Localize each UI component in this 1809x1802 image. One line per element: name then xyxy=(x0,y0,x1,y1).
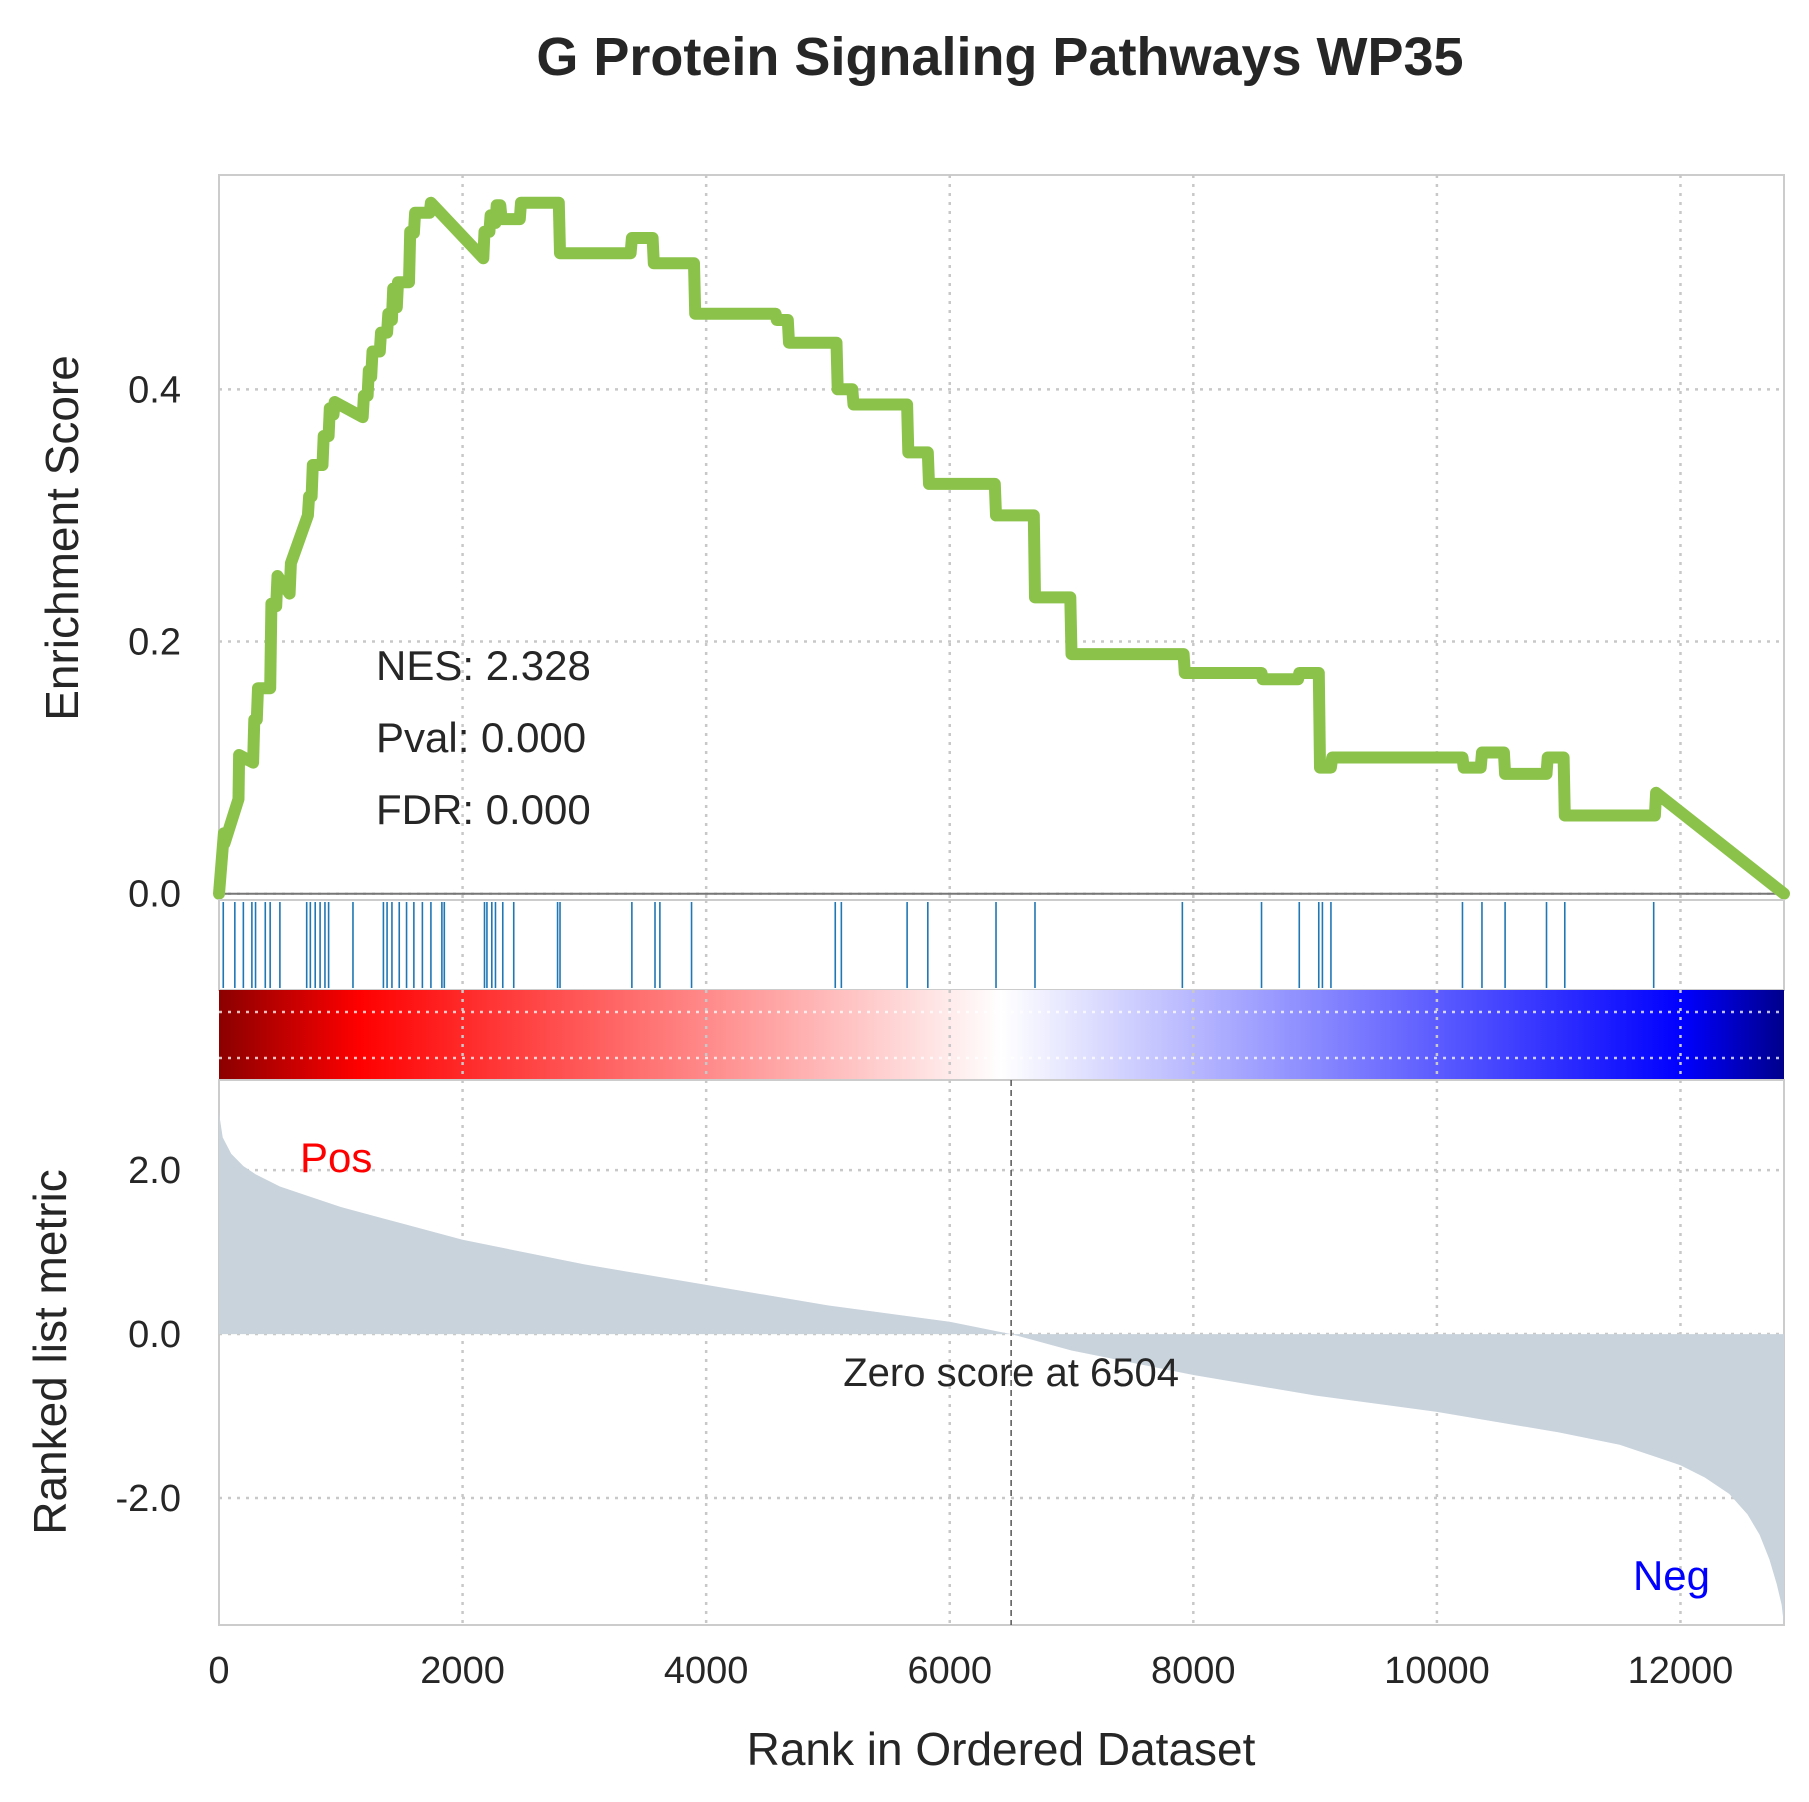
metric-y-label: Ranked list metric xyxy=(24,1169,76,1535)
enrichment-y-ticks: 0.0 0.2 0.4 xyxy=(128,369,181,915)
rank-heatmap-panel xyxy=(219,990,1784,1080)
metric-panel: Zero score at 6504 Pos Neg 2.0 0.0 -2.0 Ra… xyxy=(24,1079,1785,1626)
x-tick-label: 12000 xyxy=(1628,1650,1734,1692)
gene-hit-markers xyxy=(222,902,1655,988)
enrichment-panel: 0.0 0.2 0.4 NES: 2.328 Pval: 0.000 FDR: 0.… xyxy=(36,174,1790,916)
x-axis-label: Rank in Ordered Dataset xyxy=(747,1723,1256,1775)
chart-title: G Protein Signaling Pathways WP35 xyxy=(536,27,1463,87)
x-axis-ticks: 0 2000 4000 6000 8000 10000 12000 xyxy=(208,1650,1733,1692)
pos-label: Pos xyxy=(300,1134,372,1181)
rank-heatmap xyxy=(219,990,1784,1080)
hits-panel xyxy=(218,899,1785,991)
enrichment-grid xyxy=(219,175,1784,900)
x-tick-label: 2000 xyxy=(420,1650,505,1692)
zero-score-label: Zero score at 6504 xyxy=(843,1351,1179,1395)
metric-y-tick-label: 0.0 xyxy=(128,1314,181,1356)
metric-y-ticks: 2.0 0.0 -2.0 xyxy=(116,1150,181,1520)
hits-grid xyxy=(461,900,1682,990)
x-tick-label: 0 xyxy=(208,1650,229,1692)
ranked-metric-area xyxy=(219,1112,1784,1625)
pval-annotation: Pval: 0.000 xyxy=(376,714,586,761)
enrichment-score-line xyxy=(213,196,1790,900)
heatmap-grid xyxy=(219,990,1784,1080)
enrichment-y-label: Enrichment Score xyxy=(36,355,88,721)
metric-y-tick-label: 2.0 xyxy=(128,1150,181,1192)
hits-panel-frame xyxy=(218,899,1785,991)
fdr-annotation: FDR: 0.000 xyxy=(376,786,591,833)
x-tick-label: 8000 xyxy=(1151,1650,1236,1692)
enrichment-y-tick-label: 0.4 xyxy=(128,369,181,411)
x-tick-label: 4000 xyxy=(664,1650,749,1692)
x-tick-label: 6000 xyxy=(907,1650,992,1692)
nes-annotation: NES: 2.328 xyxy=(376,642,591,689)
enrichment-y-tick-label: 0.0 xyxy=(128,874,181,916)
neg-label: Neg xyxy=(1633,1552,1710,1599)
enrichment-y-tick-label: 0.2 xyxy=(128,622,181,664)
metric-y-tick-label: -2.0 xyxy=(116,1478,181,1520)
x-tick-label: 10000 xyxy=(1384,1650,1490,1692)
